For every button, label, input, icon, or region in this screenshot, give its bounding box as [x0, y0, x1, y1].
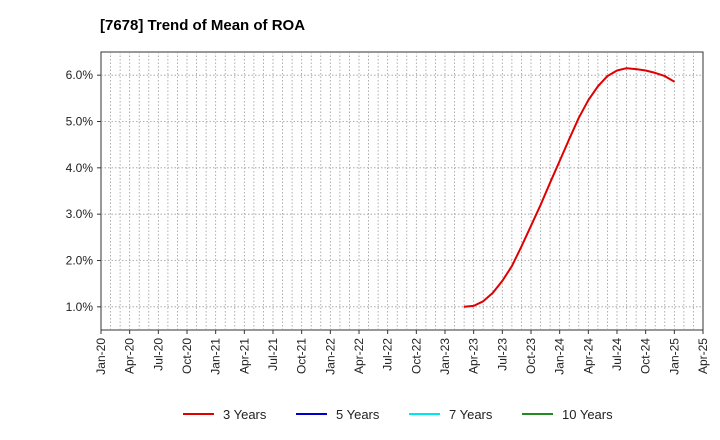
data-point [559, 160, 561, 162]
x-tick-label: Apr-25 [696, 338, 710, 374]
data-point [540, 204, 542, 206]
x-tick-label: Jul-22 [381, 338, 395, 371]
x-tick-label: Oct-24 [639, 338, 653, 374]
x-tick-label: Apr-20 [123, 338, 137, 374]
data-point [473, 305, 475, 307]
x-tick-label: Jan-25 [667, 338, 681, 375]
data-point [511, 265, 513, 267]
x-tick-label: Jul-24 [610, 338, 624, 371]
data-point [616, 69, 618, 72]
data-point [635, 68, 637, 70]
x-tick-label: Jan-21 [209, 338, 223, 375]
x-tick-label: Jan-23 [438, 338, 452, 375]
data-point [606, 75, 609, 77]
x-tick-label: Apr-24 [581, 338, 595, 374]
data-point [626, 67, 628, 69]
x-tick-label: Jan-22 [323, 338, 337, 375]
y-tick-label: 1.0% [66, 300, 94, 314]
data-point [501, 280, 503, 282]
x-tick-label: Apr-21 [237, 338, 251, 374]
x-tick-label: Oct-21 [295, 338, 309, 374]
legend-label: 3 Years [223, 407, 267, 422]
x-tick-labels: Jan-20 Apr-20 Jul-20 Oct-20 Jan-21 Apr-21 Jul-… [94, 330, 710, 375]
data-point [597, 85, 599, 87]
legend-label: 5 Years [336, 407, 380, 422]
y-tick-label: 4.0% [66, 161, 94, 175]
data-point [463, 306, 465, 308]
data-point [587, 99, 589, 101]
grid-lines [101, 52, 703, 330]
x-tick-label: Apr-23 [467, 338, 481, 374]
data-point [568, 138, 570, 140]
data-point [578, 117, 580, 119]
y-tick-label: 5.0% [66, 115, 94, 129]
y-tick-label: 3.0% [66, 207, 94, 221]
data-point [492, 292, 494, 294]
x-tick-label: Jul-21 [266, 338, 280, 371]
x-tick-label: Jan-20 [94, 338, 108, 375]
legend-label: 7 Years [449, 407, 493, 422]
plot-area [100, 51, 704, 331]
data-point [645, 69, 647, 72]
x-tick-label: Oct-22 [409, 338, 423, 374]
data-point [549, 182, 551, 184]
data-point [530, 225, 532, 227]
x-tick-label: Oct-23 [524, 338, 538, 374]
series-lines [463, 67, 675, 308]
legend-label: 10 Years [562, 407, 613, 422]
x-tick-label: Apr-22 [352, 338, 366, 374]
data-point [520, 246, 523, 248]
y-tick-label: 6.0% [66, 68, 94, 82]
y-tick-labels: 1.0% 2.0% 3.0% 4.0% 5.0% 6.0% [66, 68, 101, 314]
data-point [673, 81, 675, 83]
data-point [654, 72, 656, 74]
x-tick-label: Jul-23 [495, 338, 509, 371]
x-tick-label: Jan-24 [553, 338, 567, 375]
x-tick-label: Oct-20 [180, 338, 194, 374]
chart-title: [7678] Trend of Mean of ROA [100, 17, 305, 34]
legend: 3 Years 5 Years 7 Years 10 Years [183, 407, 613, 422]
x-tick-label: Jul-20 [151, 338, 165, 371]
y-tick-label: 2.0% [66, 254, 94, 268]
data-point [664, 75, 666, 77]
data-point [482, 300, 484, 302]
